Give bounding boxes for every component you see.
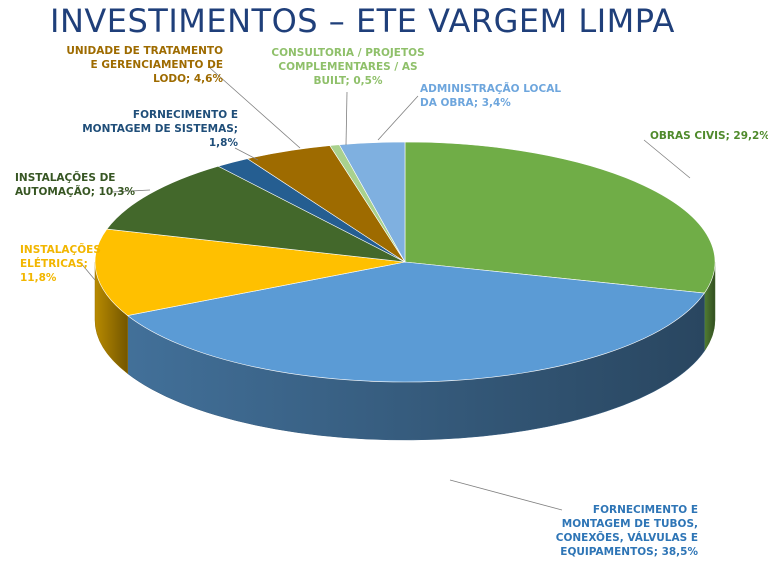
pie-slice xyxy=(126,261,705,383)
slice-label-line: CONSULTORIA / PROJETOS xyxy=(271,47,425,59)
slice-label-line: 1,8% xyxy=(208,137,238,149)
slice-label-line: LODO; 4,6% xyxy=(153,73,223,85)
leader-line xyxy=(449,479,563,511)
slice-label: FORNECIMENTO E MONTAGEM DE TUBOS, CONEXÕES… xyxy=(556,503,698,559)
slice-label-line: ELÉTRICAS; xyxy=(20,258,88,270)
leader-line xyxy=(111,189,151,193)
leader-line xyxy=(234,147,259,161)
slice-label: ADMINISTRAÇÃO LOCAL DA OBRA; 3,4% xyxy=(420,82,561,110)
pie-slice xyxy=(338,141,406,264)
pie-top xyxy=(94,141,716,383)
slice-label-line: COMPLEMENTARES / AS xyxy=(278,61,418,73)
slice-label-line: 11,8% xyxy=(20,272,57,284)
leader-lines xyxy=(79,67,691,511)
slice-label: INSTALAÇÕES DE AUTOMAÇÃO; 10,3% xyxy=(15,171,135,199)
slice-label-line: CONEXÕES, VÁLVULAS E xyxy=(555,532,698,544)
pie-slice xyxy=(404,141,716,294)
slice-label-line: INSTALAÇÕES xyxy=(20,244,101,256)
slice-label-line: ADMINISTRAÇÃO LOCAL xyxy=(420,83,562,95)
leader-line xyxy=(79,261,96,281)
slice-label: FORNECIMENTO E MONTAGEM DE SISTEMAS; 1,8% xyxy=(82,108,238,150)
slice-label-line: MONTAGEM DE SISTEMAS; xyxy=(82,123,238,135)
slice-label: INSTALAÇÕES ELÉTRICAS; 11,8% xyxy=(20,243,101,285)
chart-title: INVESTIMENTOS – ETE VARGEM LIMPA xyxy=(50,2,675,40)
slice-label: OBRAS CIVIS; 29,2% xyxy=(650,129,768,143)
slice-label-line: INSTALAÇÕES DE xyxy=(15,172,116,184)
slice-label-line: FORNECIMENTO E xyxy=(132,109,238,121)
slice-label-line: BUILT; 0,5% xyxy=(313,75,383,87)
slice-label-line: DA OBRA; 3,4% xyxy=(420,97,511,109)
slice-label: UNIDADE DE TRATAMENTO E GERENCIAMENTO DE L… xyxy=(66,44,223,86)
pie-slice xyxy=(94,228,406,316)
slice-label-line: UNIDADE DE TRATAMENTO xyxy=(66,45,223,57)
leader-line xyxy=(377,95,419,141)
slice-label-line: EQUIPAMENTOS; 38,5% xyxy=(560,546,698,558)
slice-label-line: MONTAGEM DE TUBOS, xyxy=(561,518,698,530)
slice-label-line: AUTOMAÇÃO; 10,3% xyxy=(15,186,136,198)
leader-line xyxy=(209,67,301,149)
pie-slice xyxy=(106,165,406,263)
leader-line xyxy=(643,139,691,179)
leader-line xyxy=(345,91,348,146)
slice-label-line: FORNECIMENTO E xyxy=(592,504,698,516)
slice-label: CONSULTORIA / PROJETOS COMPLEMENTARES / A… xyxy=(268,46,428,88)
slice-label-line: OBRAS CIVIS; 29,2% xyxy=(650,130,768,142)
slice-label-line: E GERENCIAMENTO DE xyxy=(90,59,223,71)
